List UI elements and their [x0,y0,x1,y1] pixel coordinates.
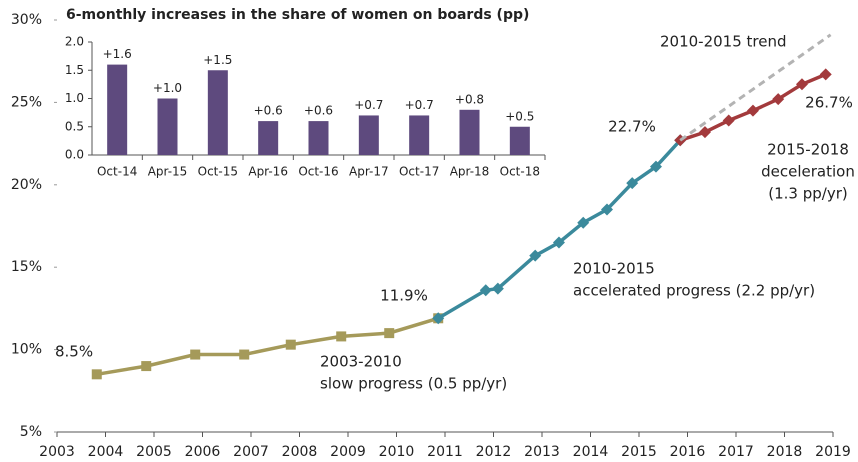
point [746,104,759,117]
point [336,331,347,342]
trend-line [679,33,832,142]
bar-value-label: +1.6 [103,47,132,61]
inset-x-tick-label: Apr-18 [450,165,490,179]
bar [258,121,279,155]
annotation: 2010-2015 [573,260,655,278]
point [141,361,152,372]
point [600,203,613,216]
inset-y-tick-label: 1.0 [65,91,84,105]
x-tick-label: 2005 [136,444,172,460]
bar-value-label: +1.0 [153,81,182,95]
bar-value-label: +1.5 [203,53,232,67]
x-tick-label: 2006 [185,444,221,460]
point [479,284,492,297]
inset-title: 6-monthly increases in the share of wome… [66,7,529,23]
x-tick-label: 2013 [524,444,560,460]
inset-y-tick-label: 1.5 [65,63,84,77]
inset-background [60,0,550,192]
bar [107,64,128,155]
point [552,236,565,249]
bar [358,115,379,155]
annotation: 2015-2018 [767,141,849,159]
inset-y-tick-label: 0.5 [65,119,84,133]
point [491,282,504,295]
x-tick-label: 2012 [476,444,512,460]
inset-x-tick-label: Oct-17 [399,165,439,179]
annotation: slow progress (0.5 pp/yr) [320,375,507,393]
annotation: 8.5% [55,343,93,361]
x-tick-label: 2015 [621,444,657,460]
x-tick-label: 2018 [767,444,803,460]
x-tick-label: 2004 [88,444,124,460]
point [819,68,832,81]
point [190,349,201,360]
inset-x-tick-label: Oct-16 [298,165,338,179]
annotation: 22.7% [608,118,656,136]
point [722,114,735,127]
bar [207,70,228,155]
bar-value-label: +0.7 [354,98,383,112]
inset-x-tick-label: Apr-17 [349,165,389,179]
y-tick-label: 15% [11,259,42,275]
point [795,78,808,91]
point [91,369,102,380]
x-tick-label: 2010 [379,444,415,460]
annotation: (1.3 pp/yr) [768,185,847,203]
point [698,126,711,139]
annotation: 26.7% [805,94,853,112]
annotation: 2003-2010 [320,353,402,371]
x-tick-label: 2009 [330,444,366,460]
point [649,160,662,173]
point [577,216,590,229]
bar [509,126,530,155]
inset-chart: 6-monthly increases in the share of wome… [60,0,550,192]
annotation: 2010-2015 trend [660,33,787,51]
bar-value-label: +0.7 [405,98,434,112]
inset-x-tick-label: Apr-15 [148,165,188,179]
inset-x-tick-label: Apr-16 [248,165,288,179]
x-tick-label: 2011 [427,444,463,460]
point [239,349,250,360]
y-tick-label: 20% [11,177,42,193]
y-tick-label: 30% [11,12,42,28]
bar-value-label: +0.8 [455,92,484,106]
x-tick-label: 2014 [573,444,609,460]
x-tick-label: 2017 [718,444,754,460]
inset-x-tick-label: Oct-15 [198,165,238,179]
y-tick-label: 25% [11,94,42,110]
point [626,177,639,190]
point [432,312,445,325]
bar-value-label: +0.5 [505,109,534,123]
point [529,249,542,262]
bar [459,109,480,155]
y-tick-label: 5% [20,424,42,440]
inset-x-tick-label: Oct-14 [97,165,137,179]
inset-y-tick-label: 0.0 [65,148,84,162]
x-tick-label: 2019 [815,444,851,460]
inset-x-tick-label: Oct-18 [500,165,540,179]
bar [308,121,329,155]
annotation: 11.9% [380,287,428,305]
bar [409,115,430,155]
bar-value-label: +0.6 [304,104,333,118]
y-tick-label: 10% [11,342,42,358]
series-line [437,139,682,320]
point [384,328,395,339]
point [772,93,785,106]
series-line [96,316,439,377]
bar [157,98,178,155]
annotation: deceleration [761,163,855,181]
bar-value-label: +0.6 [254,104,283,118]
annotation: accelerated progress (2.2 pp/yr) [573,282,815,300]
x-tick-label: 2008 [282,444,318,460]
x-tick-label: 2003 [39,444,75,460]
point [285,339,296,350]
x-tick-label: 2016 [670,444,706,460]
inset-y-tick-label: 2.0 [65,35,84,49]
x-tick-label: 2007 [233,444,269,460]
